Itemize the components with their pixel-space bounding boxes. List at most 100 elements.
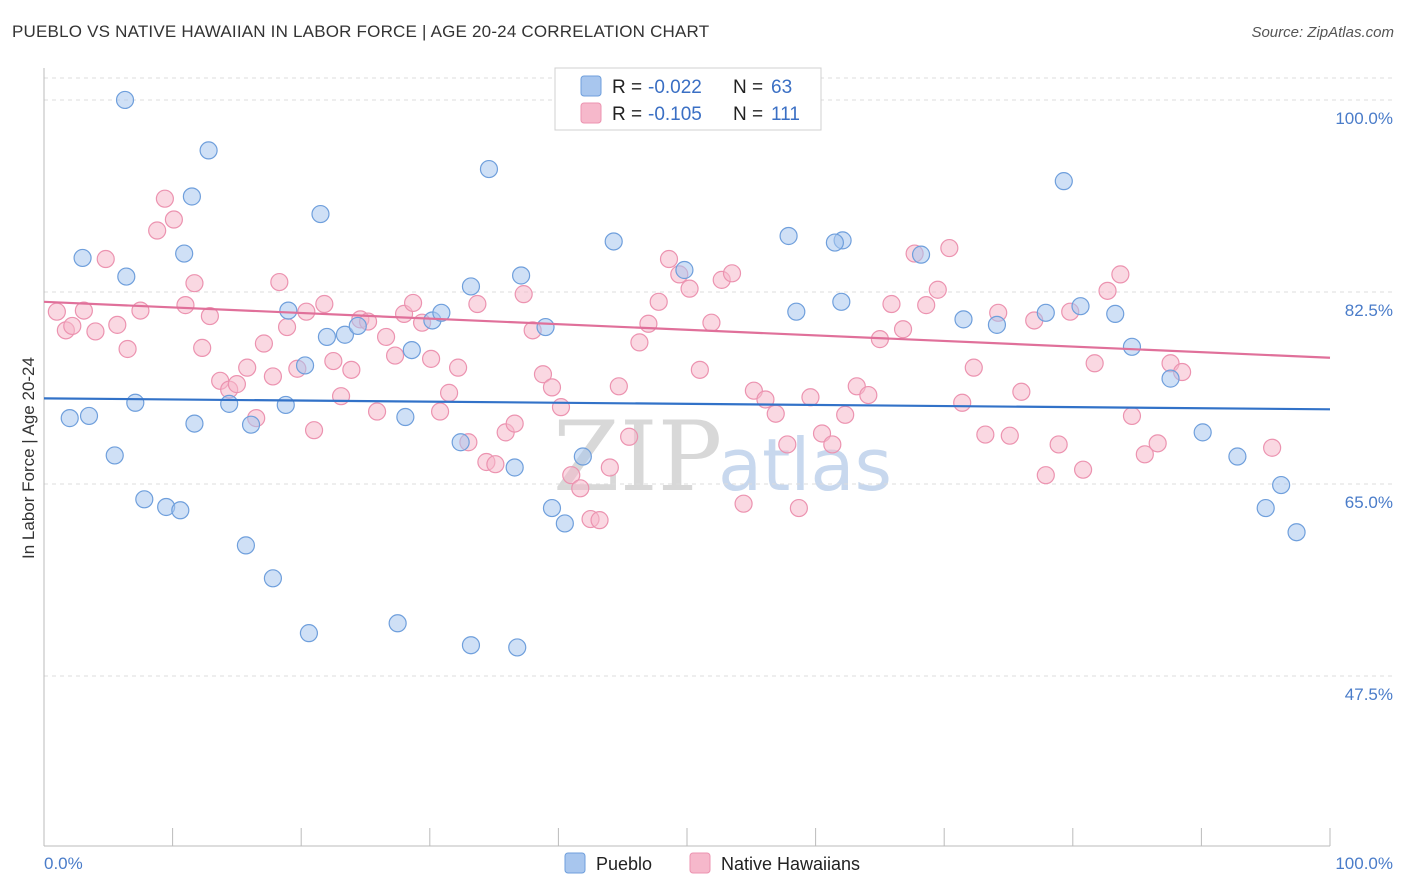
pueblo-point bbox=[825, 233, 844, 252]
hawaiian-point bbox=[1111, 265, 1130, 284]
hawaiian-point bbox=[551, 398, 571, 417]
stats-legend: R = -0.022 N = 63 R = -0.105 N = 111 bbox=[554, 67, 822, 131]
hawaiian-point bbox=[976, 425, 995, 444]
hawaiian-point bbox=[403, 293, 423, 313]
hawaiian-point bbox=[1000, 426, 1019, 445]
hawaiian-point bbox=[63, 316, 82, 336]
pueblo-point bbox=[295, 356, 315, 375]
hawaiian-point bbox=[505, 414, 524, 433]
axes bbox=[43, 68, 1331, 847]
pueblo-point bbox=[171, 501, 190, 520]
trend-lines bbox=[43, 300, 1331, 411]
hawaiian-point bbox=[486, 455, 505, 474]
y-axis-label: In Labor Force | Age 20-24 bbox=[19, 357, 38, 559]
hawaiian-point bbox=[600, 458, 619, 477]
hawaiian-point bbox=[514, 285, 533, 304]
hawaiian-point bbox=[542, 378, 562, 397]
legend-n-value-pueblo: 63 bbox=[771, 77, 792, 98]
x-tick-label-max: 100.0% bbox=[1335, 854, 1393, 873]
hawaiian-point bbox=[722, 264, 742, 283]
pueblo-point bbox=[1106, 304, 1125, 323]
hawaiian-point bbox=[1098, 281, 1117, 300]
hawaiian-point bbox=[680, 279, 699, 298]
legend-n-label-pueblo: N = bbox=[733, 77, 763, 98]
hawaiian-point bbox=[254, 334, 274, 353]
pueblo-point bbox=[388, 614, 407, 633]
hawaiian-point bbox=[238, 358, 257, 377]
hawaiian-point bbox=[1049, 435, 1068, 454]
pueblo-point bbox=[432, 303, 451, 322]
pueblo-point bbox=[135, 490, 154, 509]
pueblo-point bbox=[1036, 303, 1055, 322]
legend-r-label-hawaiian: R = bbox=[612, 104, 642, 125]
pueblo-point bbox=[508, 638, 527, 657]
legend-r-label-pueblo: R = bbox=[612, 77, 642, 98]
hawaiian-point bbox=[533, 365, 553, 384]
hawaiian-point bbox=[376, 327, 396, 347]
pueblo-point bbox=[185, 414, 204, 433]
pueblo-point bbox=[182, 187, 201, 206]
hawaiian-point bbox=[468, 294, 487, 314]
legend-swatch-hawaiian bbox=[580, 102, 602, 124]
pueblo-point bbox=[954, 310, 973, 329]
pueblo-point bbox=[175, 244, 194, 263]
hawaiian-point bbox=[571, 479, 590, 498]
hawaiian-point bbox=[430, 402, 450, 421]
pueblo-point bbox=[1287, 523, 1306, 542]
hawaiian-point bbox=[155, 189, 174, 208]
hawaiian-point bbox=[86, 322, 105, 341]
bottom-legend-label-hawaiian: Native Hawaiians bbox=[721, 854, 860, 874]
pueblo-point bbox=[60, 409, 79, 428]
hawaiian-point bbox=[131, 301, 150, 320]
pueblo-point bbox=[396, 407, 415, 427]
pueblo-point bbox=[787, 302, 806, 321]
chart-title: PUEBLO VS NATIVE HAWAIIAN IN LABOR FORCE… bbox=[12, 22, 710, 41]
pueblo-point bbox=[311, 204, 330, 224]
hawaiian-point bbox=[164, 210, 183, 229]
pueblo-point bbox=[555, 514, 574, 533]
hawaiian-point bbox=[315, 294, 334, 314]
hawaiian-point bbox=[620, 427, 639, 446]
hawaiian-point bbox=[639, 314, 658, 333]
pueblo-point bbox=[911, 245, 931, 264]
y-tick-label: 100.0% bbox=[1335, 109, 1393, 128]
hawaiian-point bbox=[1148, 434, 1167, 453]
pueblo-point bbox=[126, 393, 145, 412]
hawaiian-point bbox=[1012, 382, 1031, 401]
hawaiian-point bbox=[940, 238, 959, 258]
legend-r-value-hawaiian: -0.105 bbox=[648, 104, 702, 125]
hawaiian-point bbox=[118, 339, 137, 359]
pueblo-point bbox=[832, 292, 851, 311]
pueblo-point bbox=[241, 415, 261, 434]
hawaiian-point bbox=[277, 317, 297, 337]
hawaiian-point bbox=[630, 333, 649, 352]
pueblo-point bbox=[461, 636, 481, 655]
pueblo-point bbox=[479, 159, 499, 179]
hawaiian-point bbox=[176, 296, 195, 315]
hawaiian-point bbox=[200, 306, 219, 326]
pueblo-point bbox=[220, 394, 239, 413]
pueblo-point bbox=[779, 226, 798, 246]
hawaiian-point bbox=[562, 466, 581, 485]
series-legend: Pueblo Native Hawaiians bbox=[564, 852, 860, 874]
legend-n-label-hawaiian: N = bbox=[733, 104, 763, 125]
pueblo-point bbox=[348, 316, 367, 336]
pueblo-point bbox=[299, 624, 319, 643]
hawaiian-point bbox=[304, 421, 324, 440]
hawaiian-point bbox=[836, 405, 855, 424]
hawaiian-point bbox=[649, 292, 668, 311]
hawaiian-point bbox=[96, 249, 115, 269]
pueblo-point bbox=[573, 447, 592, 466]
pueblo-point bbox=[1161, 369, 1180, 388]
pueblo-point bbox=[542, 498, 562, 518]
hawaiian-point bbox=[227, 375, 246, 394]
pueblo-point bbox=[79, 406, 99, 426]
pueblo-point bbox=[105, 446, 124, 465]
watermark-atlas: atlas bbox=[718, 423, 892, 507]
hawaiian-point bbox=[324, 351, 343, 371]
hawaiian-point bbox=[801, 388, 820, 407]
hawaiian-point bbox=[47, 302, 66, 321]
hawaiian-point bbox=[108, 315, 127, 334]
y-tick-labels: 47.5% 65.0% 82.5% 100.0% bbox=[1335, 109, 1393, 704]
bottom-legend-label-pueblo: Pueblo bbox=[596, 854, 652, 874]
